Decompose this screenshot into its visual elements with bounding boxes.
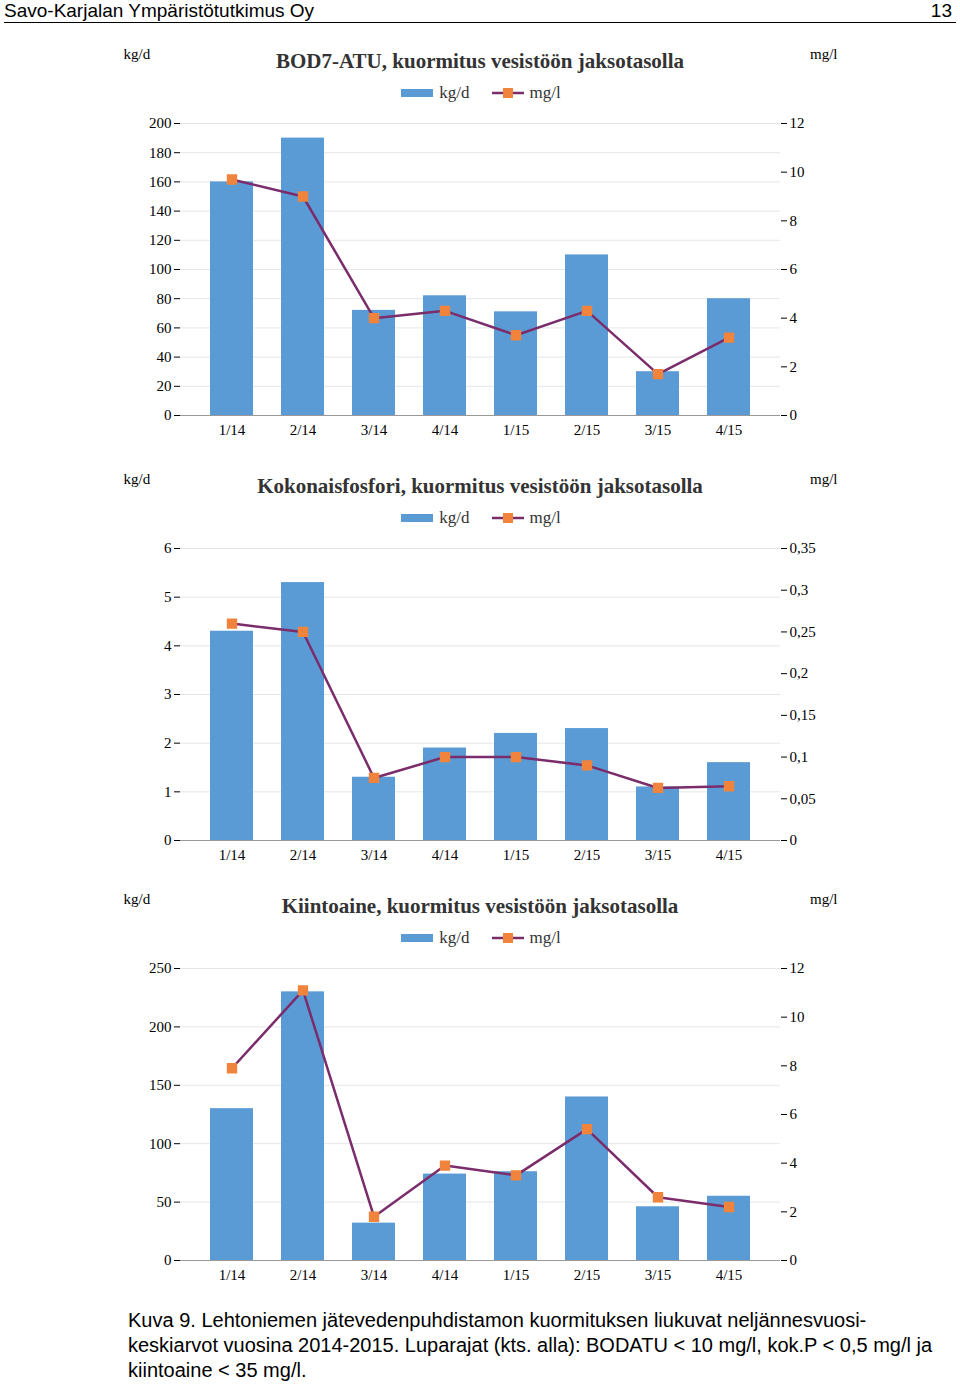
svg-text:mg/l: mg/l	[810, 471, 838, 487]
svg-text:140: 140	[149, 203, 172, 219]
svg-text:4/14: 4/14	[432, 847, 459, 863]
svg-text:6: 6	[164, 540, 172, 556]
svg-text:4/15: 4/15	[716, 1267, 743, 1283]
svg-text:1/15: 1/15	[503, 422, 530, 438]
svg-text:0: 0	[790, 407, 798, 423]
svg-text:6: 6	[790, 261, 798, 277]
svg-text:mg/l: mg/l	[810, 46, 838, 62]
svg-text:0,3: 0,3	[790, 582, 809, 598]
svg-text:3/15: 3/15	[645, 422, 672, 438]
svg-text:1/14: 1/14	[219, 1267, 246, 1283]
html-text:13: 13	[930, 0, 952, 21]
svg-text:60: 60	[157, 320, 172, 336]
html-text:Savo-Karjalan Ympäristötutkimu: Savo-Karjalan Ympäristötutkimus Oy	[4, 0, 315, 21]
svg-text:100: 100	[149, 261, 172, 277]
svg-text:2/14: 2/14	[290, 1267, 317, 1283]
svg-text:kg/d: kg/d	[124, 891, 151, 907]
svg-text:4: 4	[164, 638, 172, 654]
svg-text:150: 150	[149, 1077, 172, 1093]
svg-text:180: 180	[149, 145, 172, 161]
svg-text:kg/d: kg/d	[124, 471, 151, 487]
svg-text:1: 1	[164, 784, 172, 800]
svg-text:8: 8	[790, 213, 798, 229]
svg-text:12: 12	[790, 960, 805, 976]
svg-text:4/14: 4/14	[432, 1267, 459, 1283]
svg-text:0,05: 0,05	[790, 791, 816, 807]
svg-text:12: 12	[790, 115, 805, 131]
html-text:kg/d: kg/d	[439, 928, 470, 947]
svg-text:0,1: 0,1	[790, 749, 809, 765]
html-text:mg/l: mg/l	[529, 928, 561, 947]
svg-text:mg/l: mg/l	[810, 891, 838, 907]
svg-text:3/14: 3/14	[361, 847, 388, 863]
svg-text:1/15: 1/15	[503, 847, 530, 863]
svg-text:8: 8	[790, 1058, 798, 1074]
svg-text:4: 4	[790, 310, 798, 326]
svg-text:20: 20	[157, 378, 172, 394]
svg-text:3/15: 3/15	[645, 847, 672, 863]
svg-text:5: 5	[164, 589, 172, 605]
html-text:Kuva 9. Lehtoniemen jätevedenp: Kuva 9. Lehtoniemen jätevedenpuhdistamon…	[128, 1309, 933, 1381]
svg-text:4: 4	[790, 1155, 798, 1171]
svg-text:3/14: 3/14	[361, 422, 388, 438]
svg-text:3: 3	[164, 686, 172, 702]
svg-text:0,25: 0,25	[790, 624, 816, 640]
html-text:mg/l: mg/l	[529, 508, 561, 527]
svg-text:10: 10	[790, 1009, 805, 1025]
svg-text:3/15: 3/15	[645, 1267, 672, 1283]
html-text:kg/d: kg/d	[439, 83, 470, 102]
html-text:Kiintoaine, kuormitus vesistöö: Kiintoaine, kuormitus vesistöön jaksotas…	[281, 894, 679, 918]
svg-text:4/15: 4/15	[716, 847, 743, 863]
svg-text:120: 120	[149, 232, 172, 248]
html-text:BOD7-ATU, kuormitus vesistöön: BOD7-ATU, kuormitus vesistöön jaksotasol…	[276, 49, 684, 73]
html-text:mg/l: mg/l	[529, 83, 561, 102]
svg-text:10: 10	[790, 164, 805, 180]
svg-text:250: 250	[149, 960, 172, 976]
svg-text:0: 0	[164, 832, 172, 848]
svg-text:2/15: 2/15	[574, 422, 601, 438]
svg-text:2/15: 2/15	[574, 1267, 601, 1283]
svg-text:4/14: 4/14	[432, 422, 459, 438]
svg-text:0,15: 0,15	[790, 707, 816, 723]
svg-text:kg/d: kg/d	[124, 46, 151, 62]
svg-text:2/14: 2/14	[290, 422, 317, 438]
svg-text:1/14: 1/14	[219, 847, 246, 863]
svg-text:0,35: 0,35	[790, 540, 816, 556]
svg-text:2/15: 2/15	[574, 847, 601, 863]
svg-text:2: 2	[790, 359, 798, 375]
svg-text:0: 0	[164, 407, 172, 423]
svg-text:6: 6	[790, 1106, 798, 1122]
svg-text:0,2: 0,2	[790, 665, 809, 681]
svg-text:1/15: 1/15	[503, 1267, 530, 1283]
svg-text:3/14: 3/14	[361, 1267, 388, 1283]
svg-text:1/14: 1/14	[219, 422, 246, 438]
html-text:Kokonaisfosfori, kuormitus ves: Kokonaisfosfori, kuormitus vesistöön jak…	[257, 474, 703, 498]
svg-text:2: 2	[164, 735, 172, 751]
svg-text:2: 2	[790, 1204, 798, 1220]
svg-text:40: 40	[157, 349, 172, 365]
svg-text:200: 200	[149, 115, 172, 131]
svg-text:100: 100	[149, 1136, 172, 1152]
svg-text:4/15: 4/15	[716, 422, 743, 438]
svg-text:2/14: 2/14	[290, 847, 317, 863]
svg-text:80: 80	[157, 291, 172, 307]
svg-text:0: 0	[790, 1252, 798, 1268]
svg-text:160: 160	[149, 174, 172, 190]
svg-text:50: 50	[157, 1194, 172, 1210]
svg-text:200: 200	[149, 1019, 172, 1035]
svg-text:0: 0	[790, 832, 798, 848]
svg-text:0: 0	[164, 1252, 172, 1268]
html-text:kg/d: kg/d	[439, 508, 470, 527]
